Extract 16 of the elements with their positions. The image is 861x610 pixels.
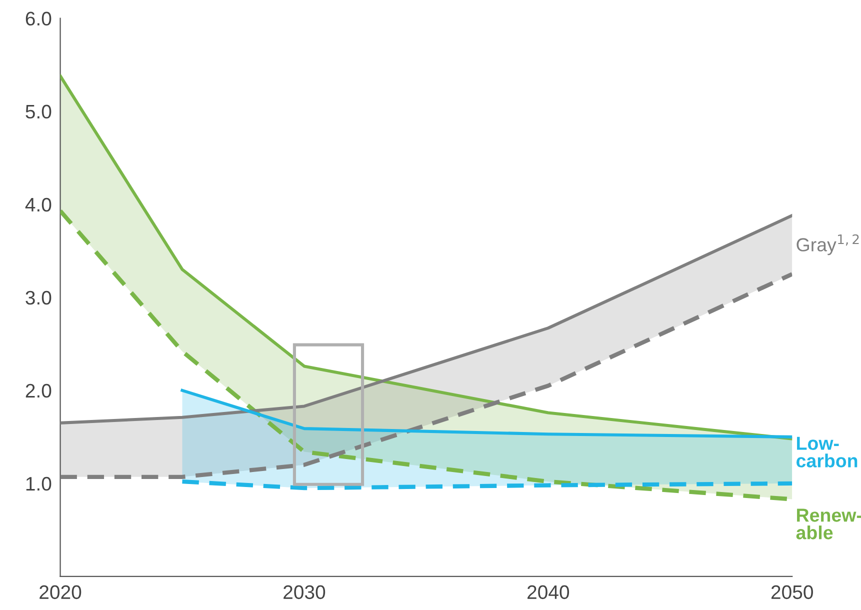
line-series [60, 272, 792, 479]
y-tick-label: 1.0 [26, 476, 52, 491]
series-label: Low- carbon [796, 436, 858, 468]
y-tick-label: 2.0 [26, 384, 52, 398]
line-series [60, 214, 792, 424]
x-tick-label: 2020 [40, 585, 82, 600]
x-tick-label: 2040 [528, 585, 570, 600]
y-tick-label: 5.0 [26, 104, 52, 119]
x-tick-label: 2030 [284, 585, 326, 600]
line-series [180, 388, 792, 438]
y-tick-label: 6.0 [26, 12, 52, 26]
x-tick-label: 2050 [771, 585, 813, 600]
series-label: Gray$^{1,2}$ [796, 234, 859, 256]
line-series [180, 479, 792, 490]
y-tick-label: 3.0 [26, 290, 52, 305]
y-tick-label: 4.0 [25, 198, 52, 212]
